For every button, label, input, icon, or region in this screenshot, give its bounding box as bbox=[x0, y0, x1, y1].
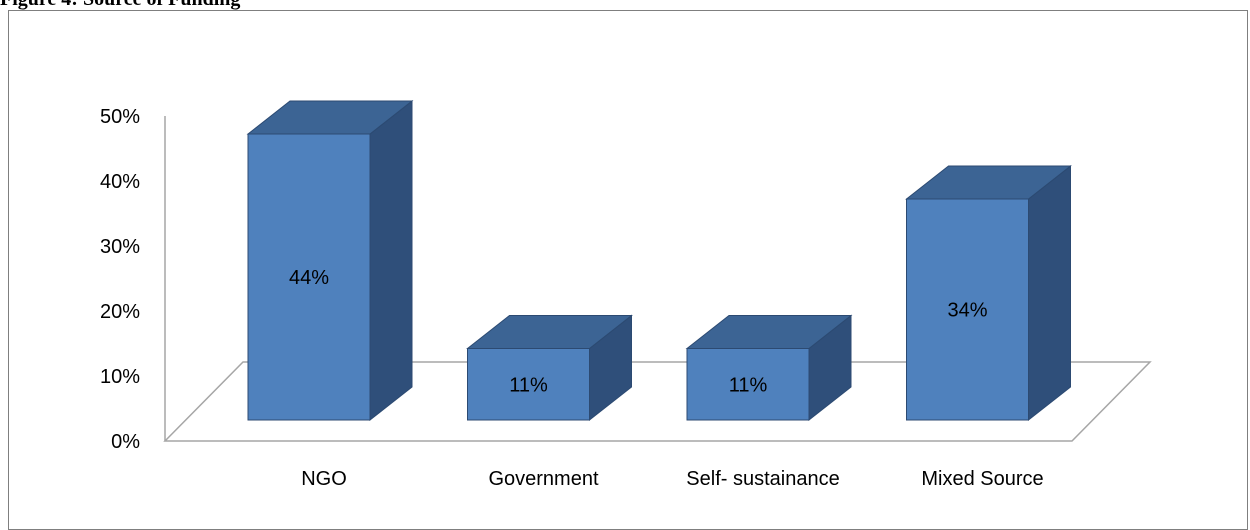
y-tick-label: 30% bbox=[100, 236, 140, 258]
y-tick-label: 40% bbox=[100, 171, 140, 193]
bar-front-face bbox=[686, 348, 810, 421]
y-tick-label: 50% bbox=[100, 106, 140, 128]
y-tick-label: 10% bbox=[100, 366, 140, 388]
bar: 11% bbox=[466, 314, 633, 422]
bar: 11% bbox=[685, 314, 853, 422]
bar-front-face bbox=[467, 348, 590, 421]
y-tick-label: 0% bbox=[111, 431, 140, 453]
floor-plane bbox=[163, 361, 1152, 442]
data-label: 11% bbox=[729, 374, 768, 396]
bar-side-face bbox=[369, 99, 413, 422]
category-label: Mixed Source bbox=[921, 468, 1043, 490]
chart-axes bbox=[163, 116, 1152, 442]
category-label: Government bbox=[488, 468, 598, 490]
bar: 44% bbox=[246, 99, 414, 422]
y-tick-label: 20% bbox=[100, 301, 140, 323]
category-label: Self- sustainance bbox=[686, 468, 839, 490]
bars: 44% 11% 11% 34% bbox=[246, 99, 1072, 422]
bar-front-face bbox=[247, 133, 371, 421]
data-label: 11% bbox=[509, 374, 548, 396]
category-labels: NGO Government Self- sustainance Mixed Sour… bbox=[301, 468, 1043, 490]
bar-front-face bbox=[906, 198, 1029, 421]
figure-caption: Figure 4: Source of Funding bbox=[0, 0, 240, 11]
data-label: 34% bbox=[947, 300, 987, 322]
bar: 34% bbox=[905, 164, 1072, 422]
bar-side-face bbox=[1028, 164, 1071, 422]
y-tick-labels: 0% 10% 20% 30% 40% 50% bbox=[100, 106, 140, 453]
bar-chart-3d: 0% 10% 20% 30% 40% 50% 44% 11% 11% 34% NGO Govern… bbox=[100, 99, 1152, 490]
category-label: NGO bbox=[301, 468, 347, 490]
data-label: 44% bbox=[289, 267, 329, 289]
